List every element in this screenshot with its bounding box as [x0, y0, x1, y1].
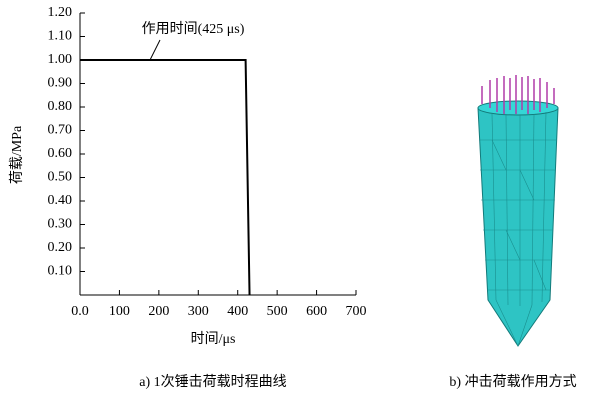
load-line: [80, 60, 250, 295]
y-axis-label: 荷载/MPa: [9, 125, 25, 184]
y-tick-label: 0.20: [48, 240, 73, 255]
x-tick-label: 200: [148, 304, 169, 319]
y-tick-label: 0.70: [48, 123, 73, 138]
x-tick-label: 500: [267, 304, 288, 319]
figure: 时间/μs 荷载/MPa 作用时间(425 μs) a) 1次锤击荷载时程曲线 …: [0, 0, 616, 401]
y-tick-label: 0.90: [48, 76, 73, 91]
pile-model: [478, 75, 558, 346]
caption: a) 1次锤击荷载时程曲线: [139, 374, 286, 390]
y-tick-label: 0.40: [48, 193, 73, 208]
x-tick-label: 0.0: [71, 304, 89, 319]
y-tick-label: 0.60: [48, 146, 73, 161]
x-tick-label: 600: [306, 304, 327, 319]
x-tick-label: 700: [346, 304, 367, 319]
x-tick-label: 100: [109, 304, 130, 319]
x-tick-label: 300: [188, 304, 209, 319]
y-tick-label: 0.10: [48, 264, 73, 279]
x-axis-label: 时间/μs: [191, 331, 236, 347]
y-tick-label: 0.50: [48, 170, 73, 185]
y-tick-label: 1.20: [48, 5, 73, 20]
y-tick-label: 0.80: [48, 99, 73, 114]
y-tick-label: 1.10: [48, 29, 73, 44]
y-tick-label: 1.00: [48, 52, 73, 67]
pile-body: [478, 108, 558, 346]
annotation-leader: [150, 40, 160, 60]
annotation: 作用时间(425 μs): [142, 21, 245, 37]
caption: b) 冲击荷载作用方式: [449, 374, 576, 390]
y-tick-label: 0.30: [48, 217, 73, 232]
x-tick-label: 400: [227, 304, 248, 319]
